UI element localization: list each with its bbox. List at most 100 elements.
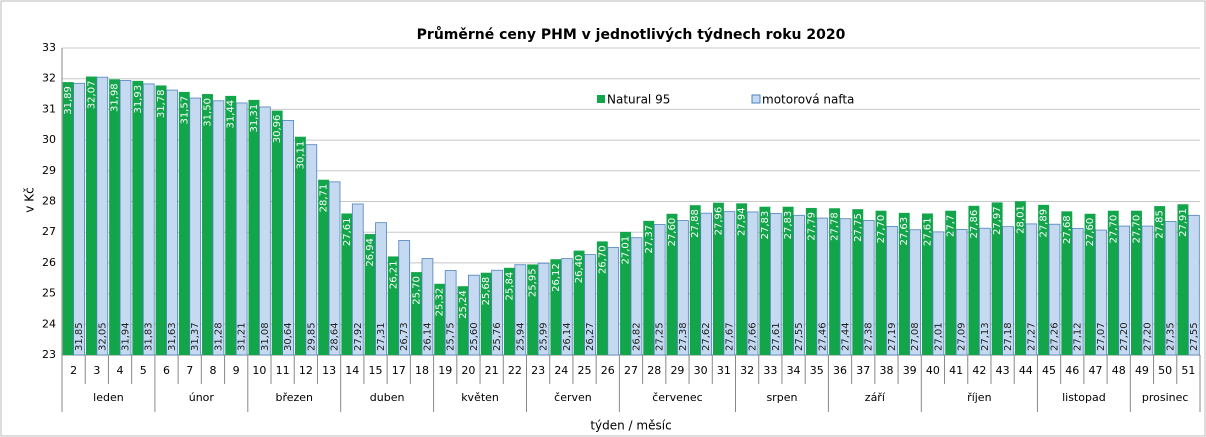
value-label: 27,08 <box>910 322 921 351</box>
bar <box>202 94 213 356</box>
value-label: 26,70 <box>597 245 608 274</box>
bar <box>909 229 922 356</box>
bar <box>805 207 817 355</box>
value-label: 32,07 <box>86 81 97 110</box>
bar <box>991 202 1003 355</box>
x-tick-label: 17 <box>392 364 406 377</box>
value-label: 27,38 <box>864 322 875 351</box>
bar <box>85 76 97 356</box>
y-tick-label: 25 <box>42 287 56 300</box>
group-label: prosinec <box>1142 391 1189 404</box>
bar <box>1177 204 1189 355</box>
bar <box>189 97 202 356</box>
bar <box>444 270 457 356</box>
y-tick-label: 29 <box>42 164 56 177</box>
value-label: 31,78 <box>156 89 167 118</box>
x-tick-label: 26 <box>601 364 615 377</box>
bar <box>341 213 353 355</box>
group-label: listopad <box>1062 391 1106 404</box>
value-label: 31,31 <box>249 104 260 133</box>
x-tick-label: 50 <box>1158 364 1172 377</box>
value-label: 26,12 <box>551 263 562 292</box>
value-label: 27,83 <box>783 211 794 240</box>
y-tick-label: 32 <box>42 72 56 85</box>
x-tick-label: 8 <box>209 364 216 377</box>
x-tick-label: 15 <box>369 364 383 377</box>
bar <box>736 203 748 355</box>
x-tick-label: 24 <box>554 364 568 377</box>
legend-swatch <box>751 94 761 104</box>
x-tick-label: 35 <box>810 364 824 377</box>
bar <box>968 205 980 355</box>
value-label: 27,94 <box>737 207 748 236</box>
value-label: 27,44 <box>840 322 851 351</box>
value-label: 26,14 <box>422 322 433 351</box>
value-label: 25,75 <box>446 322 457 351</box>
bar <box>398 240 411 356</box>
value-label: 27,38 <box>678 322 689 351</box>
value-label: 26,82 <box>631 322 642 351</box>
value-label: 27,46 <box>817 322 828 351</box>
bar <box>305 144 318 356</box>
bar <box>560 258 573 356</box>
value-label: 31,63 <box>167 322 178 351</box>
value-label: 25,24 <box>458 290 469 319</box>
value-label: 27,01 <box>621 236 632 265</box>
bar <box>225 95 237 355</box>
x-tick-label: 47 <box>1088 364 1102 377</box>
value-label: 27,60 <box>667 218 678 247</box>
x-tick-label: 19 <box>438 364 452 377</box>
bar <box>677 220 689 356</box>
bar <box>178 91 190 355</box>
value-label: 27,61 <box>342 217 353 246</box>
bar <box>142 83 155 356</box>
x-tick-label: 18 <box>415 364 429 377</box>
value-label: 27,66 <box>748 322 759 351</box>
value-label: 27,31 <box>376 322 387 351</box>
bar <box>537 262 550 356</box>
value-label: 27,61 <box>922 217 933 246</box>
bar <box>852 209 864 355</box>
value-label: 30,96 <box>272 115 283 144</box>
bar <box>62 82 74 356</box>
bar <box>282 120 294 356</box>
x-tick-label: 44 <box>1019 364 1033 377</box>
value-label: 31,83 <box>144 322 155 351</box>
legend-label: Natural 95 <box>607 93 670 107</box>
x-tick-label: 9 <box>233 364 240 377</box>
bar <box>839 218 852 356</box>
value-label: 31,89 <box>63 86 74 115</box>
value-label: 27,96 <box>713 207 724 236</box>
value-label: 31,28 <box>213 322 224 351</box>
y-tick-label: 26 <box>42 256 56 269</box>
bar <box>259 106 271 356</box>
value-label: 27,26 <box>1049 322 1060 351</box>
value-label: 27,12 <box>1073 322 1084 351</box>
bar <box>978 227 991 356</box>
chart-title: Průměrné ceny PHM v jednotlivých týdnech… <box>417 26 846 43</box>
bar <box>1038 204 1050 355</box>
bar <box>527 264 539 355</box>
value-label: 27,55 <box>1189 322 1200 351</box>
bar <box>862 220 875 356</box>
legend-swatch <box>597 95 605 103</box>
value-label: 27,70 <box>1131 215 1142 244</box>
value-label: 26,14 <box>562 322 573 351</box>
bar <box>746 211 759 356</box>
value-label: 27,09 <box>957 322 968 351</box>
bar <box>630 237 643 356</box>
x-tick-label: 45 <box>1042 364 1056 377</box>
bar <box>1061 211 1073 355</box>
value-label: 27,35 <box>1166 322 1177 351</box>
value-label: 27,55 <box>794 322 805 351</box>
y-axis-label: v Kč <box>23 187 37 212</box>
value-label: 27,07 <box>1096 322 1107 351</box>
y-tick-label: 30 <box>42 133 56 146</box>
value-label: 31,98 <box>110 83 121 112</box>
value-label: 27,91 <box>1178 208 1189 237</box>
value-label: 26,40 <box>574 255 585 284</box>
bar <box>434 283 446 355</box>
bar <box>769 213 782 356</box>
value-label: 27,70 <box>1108 215 1119 244</box>
bar <box>1071 228 1084 356</box>
